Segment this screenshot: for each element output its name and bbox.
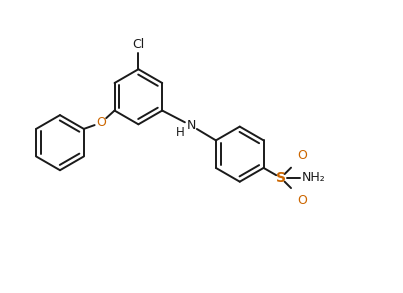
Text: NH₂: NH₂ [302,171,326,184]
Text: O: O [96,116,106,129]
Text: H: H [176,126,185,139]
Text: N: N [186,119,196,132]
Text: O: O [297,149,307,162]
Text: O: O [297,194,307,207]
Text: Cl: Cl [132,38,145,51]
Text: S: S [276,171,286,185]
